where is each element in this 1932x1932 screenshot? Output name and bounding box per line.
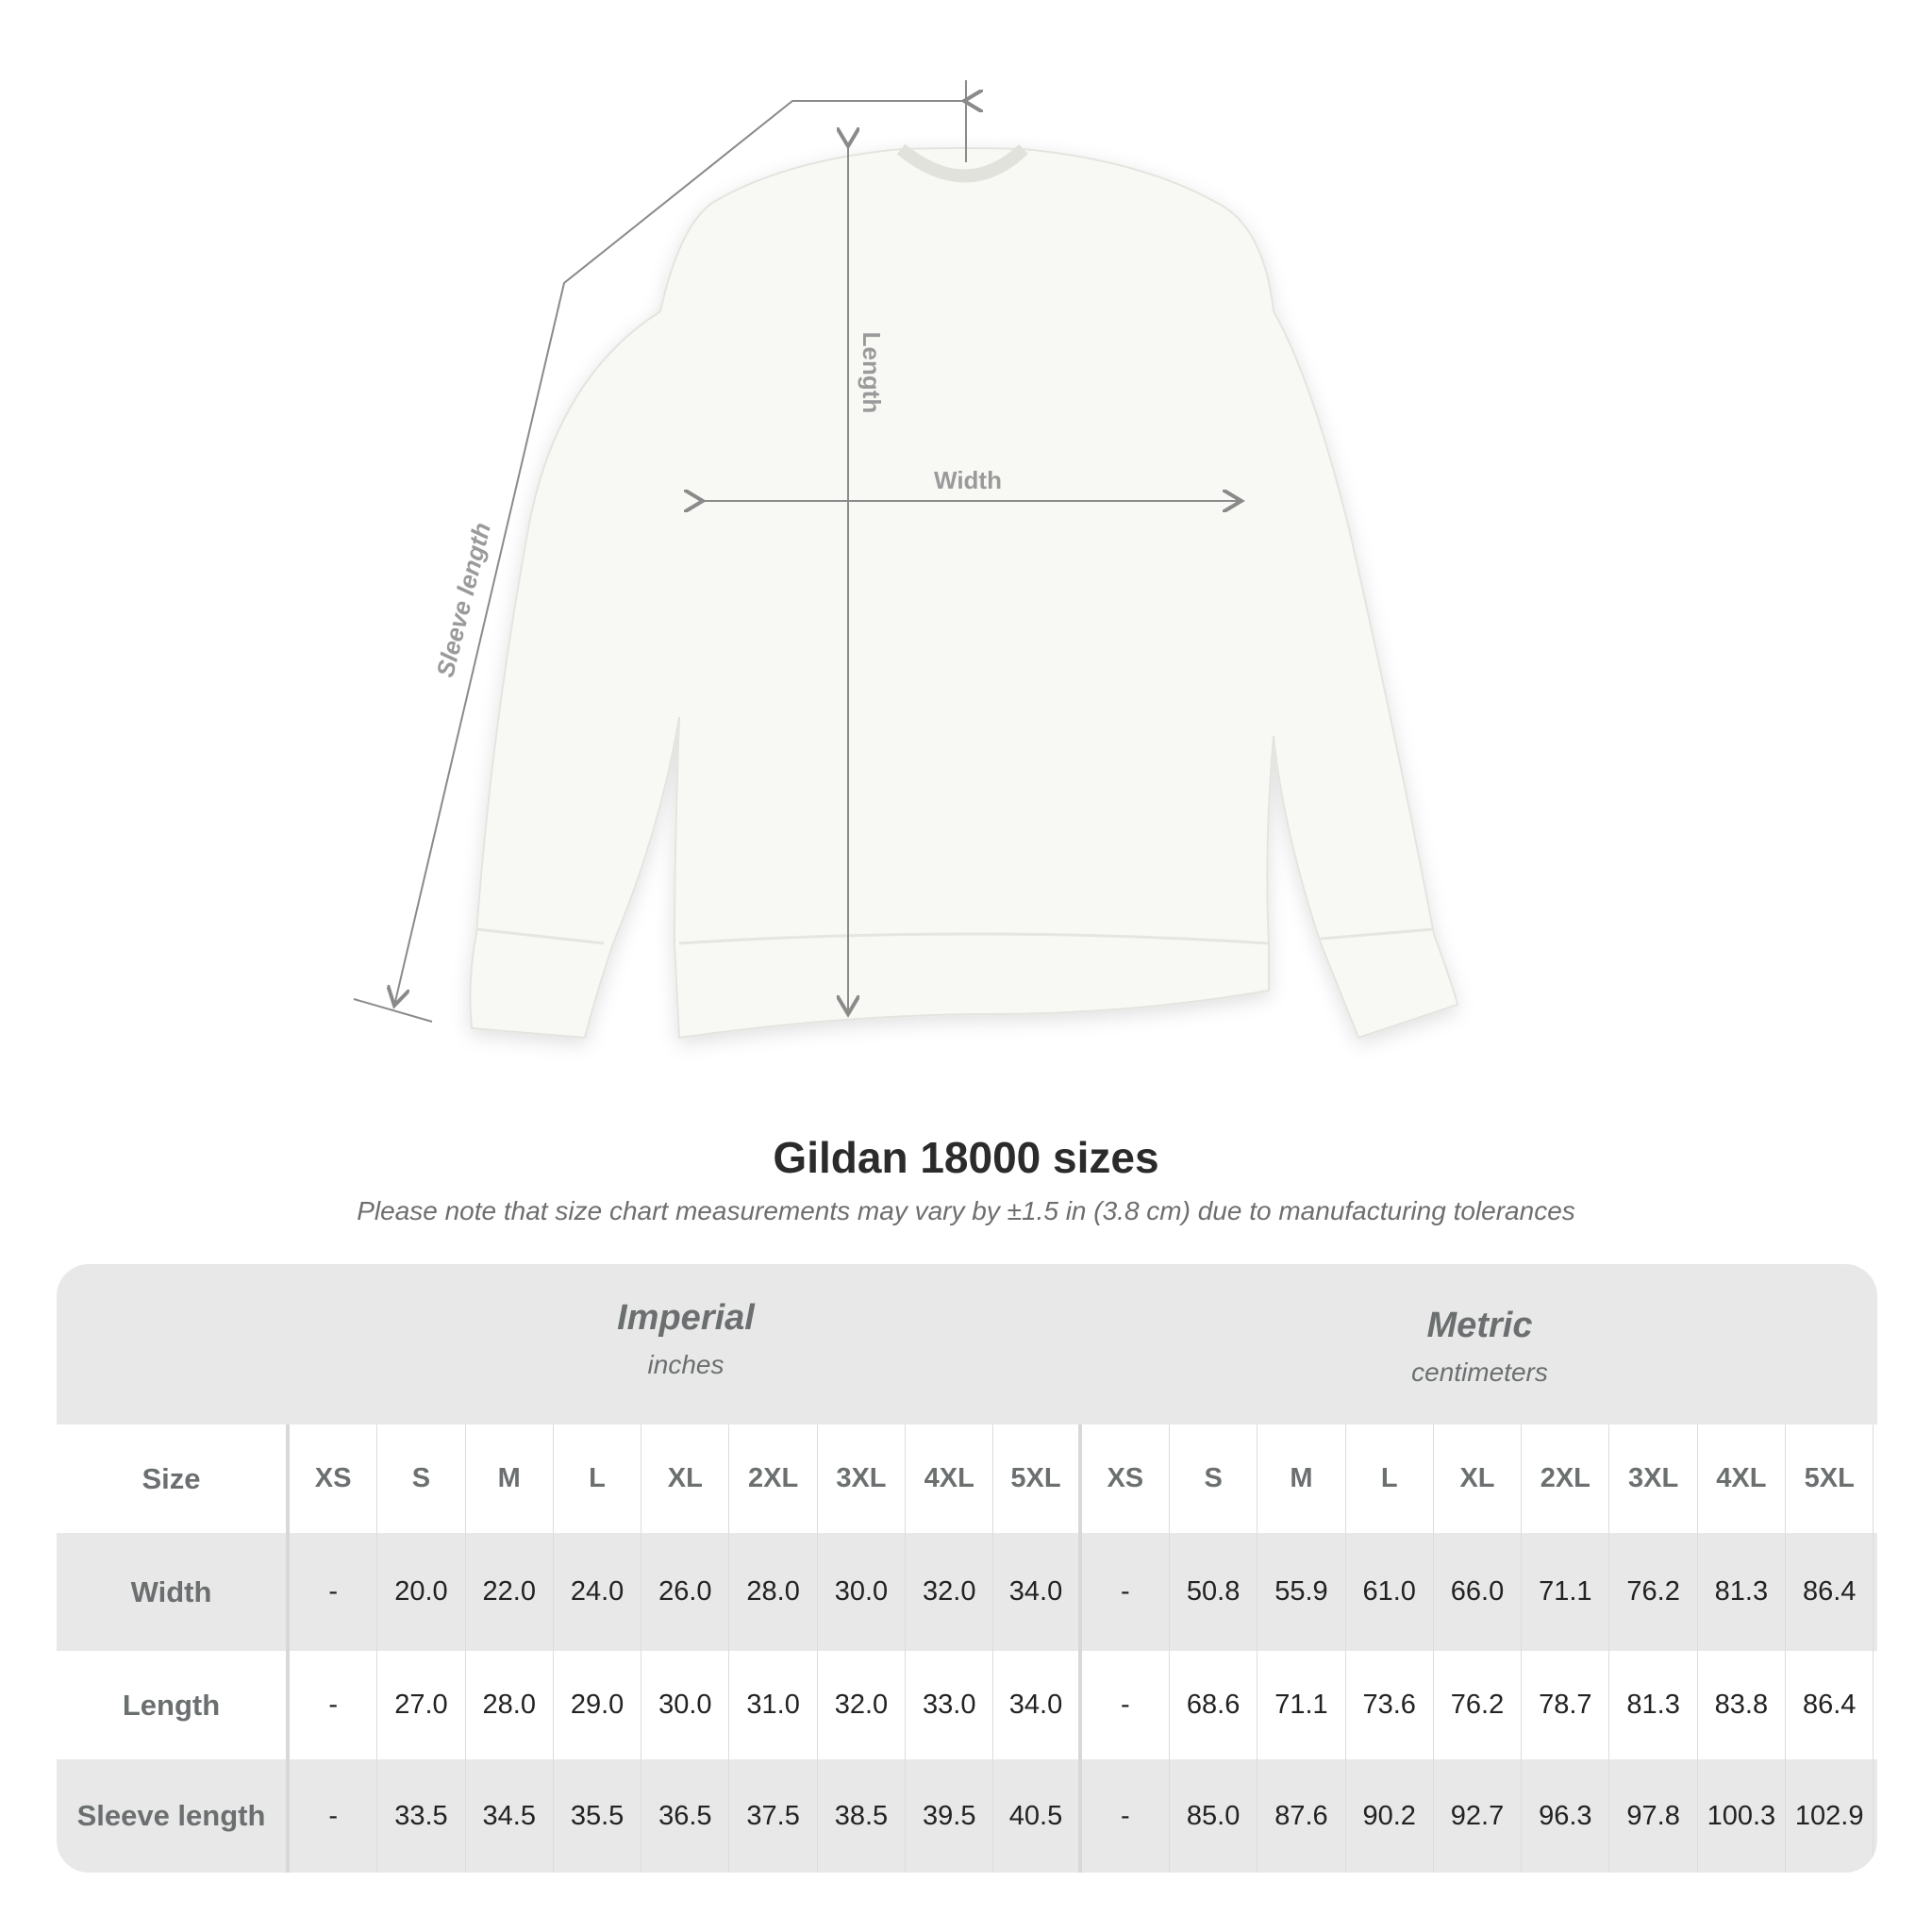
size-column-header: 4XL: [1698, 1424, 1787, 1533]
imperial-value-cell: 34.0: [993, 1533, 1082, 1651]
imperial-value-cell: 32.0: [818, 1651, 907, 1759]
metric-value-cell: 97.8: [1609, 1759, 1698, 1873]
size-column-header: L: [1346, 1424, 1434, 1533]
size-column-header: S: [1170, 1424, 1258, 1533]
imperial-value-cell: 28.0: [729, 1533, 818, 1651]
metric-value-cell: 100.3: [1698, 1759, 1787, 1873]
metric-value-cell: 86.4: [1786, 1533, 1874, 1651]
metric-value-cell: 83.8: [1698, 1651, 1787, 1759]
imperial-value-cell: 38.5: [818, 1759, 907, 1873]
sweatshirt-image: [469, 143, 1459, 1040]
imperial-value-cell: 20.0: [377, 1533, 466, 1651]
size-column-header: S: [377, 1424, 466, 1533]
size-column-header: 2XL: [1522, 1424, 1610, 1533]
imperial-value-cell: -: [290, 1759, 378, 1873]
metric-value-cell: 86.4: [1786, 1651, 1874, 1759]
size-column-header: 5XL: [993, 1424, 1082, 1533]
size-header-row: Size XS S M L XL 2XL 3XL 4XL 5XL XS S M L XL 2XL 3XL 4XL 5…: [57, 1424, 1877, 1533]
table-row: Sleeve length -33.5 34.5 35.5 36.5 37.5 38.5 39…: [57, 1759, 1877, 1873]
metric-unit: centimeters: [1411, 1357, 1548, 1387]
size-column-header: 4XL: [906, 1424, 994, 1533]
imperial-value-cell: 31.0: [729, 1651, 818, 1759]
sleeve-measure-line: [394, 101, 964, 1006]
imperial-value-cell: 33.0: [906, 1651, 994, 1759]
size-column-header: XL: [1434, 1424, 1523, 1533]
size-column-header: 5XL: [1786, 1424, 1874, 1533]
imperial-value-cell: 24.0: [554, 1533, 642, 1651]
size-table: Imperial inches Metric centimeters Size X…: [57, 1264, 1877, 1873]
size-column-header: M: [1257, 1424, 1346, 1533]
metric-value-cell: 71.1: [1522, 1533, 1610, 1651]
metric-value-cell: 81.3: [1698, 1533, 1787, 1651]
imperial-value-cell: 37.5: [729, 1759, 818, 1873]
imperial-header: Imperial inches: [290, 1298, 1082, 1380]
metric-value-cell: 68.6: [1170, 1651, 1258, 1759]
imperial-title: Imperial: [617, 1298, 755, 1338]
tolerance-note: Please note that size chart measurements…: [357, 1196, 1575, 1225]
metric-value-cell: 76.2: [1434, 1651, 1523, 1759]
metric-value-cell: 96.3: [1522, 1759, 1610, 1873]
metric-value-cell: 71.1: [1257, 1651, 1346, 1759]
metric-value-cell: 61.0: [1346, 1533, 1434, 1651]
metric-value-cell: 102.9: [1786, 1759, 1874, 1873]
imperial-value-cell: 29.0: [554, 1651, 642, 1759]
metric-value-cell: 85.0: [1170, 1759, 1258, 1873]
metric-value-cell: 87.6: [1257, 1759, 1346, 1873]
size-column-header: XS: [290, 1424, 378, 1533]
size-column-header: XS: [1082, 1424, 1170, 1533]
imperial-value-cell: 40.5: [993, 1759, 1082, 1873]
imperial-value-cell: 34.0: [993, 1651, 1082, 1759]
size-column-header: 2XL: [729, 1424, 818, 1533]
metric-value-cell: 50.8: [1170, 1533, 1258, 1651]
size-column-header: L: [554, 1424, 642, 1533]
metric-value-cell: 55.9: [1257, 1533, 1346, 1651]
table-row: Width -20.0 22.0 24.0 26.0 28.0 30.0 32.0 34.0-5…: [57, 1533, 1877, 1651]
metric-value-cell: -: [1082, 1533, 1170, 1651]
size-column-header: XL: [641, 1424, 730, 1533]
metric-value-cell: 78.7: [1522, 1651, 1610, 1759]
length-label: Length: [858, 332, 886, 414]
metric-value-cell: -: [1082, 1759, 1170, 1873]
size-column-header: 3XL: [1609, 1424, 1698, 1533]
metric-title: Metric: [1426, 1306, 1533, 1345]
imperial-value-cell: -: [290, 1533, 378, 1651]
imperial-value-cell: -: [290, 1651, 378, 1759]
size-column-header: M: [466, 1424, 554, 1533]
imperial-value-cell: 26.0: [641, 1533, 730, 1651]
row-label: Width: [57, 1533, 290, 1651]
imperial-value-cell: 33.5: [377, 1759, 466, 1873]
page-title: Gildan 18000 sizes: [773, 1133, 1159, 1182]
sleeve-length-label: Sleeve length: [430, 520, 496, 680]
metric-value-cell: -: [1082, 1651, 1170, 1759]
width-label: Width: [934, 466, 1002, 494]
imperial-value-cell: 30.0: [641, 1651, 730, 1759]
imperial-unit: inches: [647, 1350, 724, 1379]
imperial-value-cell: 32.0: [906, 1533, 994, 1651]
metric-value-cell: 92.7: [1434, 1759, 1523, 1873]
imperial-value-cell: 22.0: [466, 1533, 554, 1651]
imperial-value-cell: 34.5: [466, 1759, 554, 1873]
metric-value-cell: 81.3: [1609, 1651, 1698, 1759]
size-header-label: Size: [57, 1424, 290, 1533]
size-column-header: 3XL: [818, 1424, 907, 1533]
metric-value-cell: 76.2: [1609, 1533, 1698, 1651]
sweatshirt-diagram: Length Width Sleeve length: [353, 80, 1459, 1040]
imperial-value-cell: 30.0: [818, 1533, 907, 1651]
imperial-value-cell: 27.0: [377, 1651, 466, 1759]
row-label: Length: [57, 1651, 290, 1759]
metric-header: Metric centimeters: [1082, 1306, 1877, 1388]
metric-value-cell: 90.2: [1346, 1759, 1434, 1873]
metric-value-cell: 73.6: [1346, 1651, 1434, 1759]
imperial-value-cell: 36.5: [641, 1759, 730, 1873]
table-row: Length -27.0 28.0 29.0 30.0 31.0 32.0 33.0 34.0-…: [57, 1651, 1877, 1759]
imperial-value-cell: 35.5: [554, 1759, 642, 1873]
imperial-value-cell: 39.5: [906, 1759, 994, 1873]
imperial-value-cell: 28.0: [466, 1651, 554, 1759]
metric-value-cell: 66.0: [1434, 1533, 1523, 1651]
row-label: Sleeve length: [57, 1759, 290, 1873]
